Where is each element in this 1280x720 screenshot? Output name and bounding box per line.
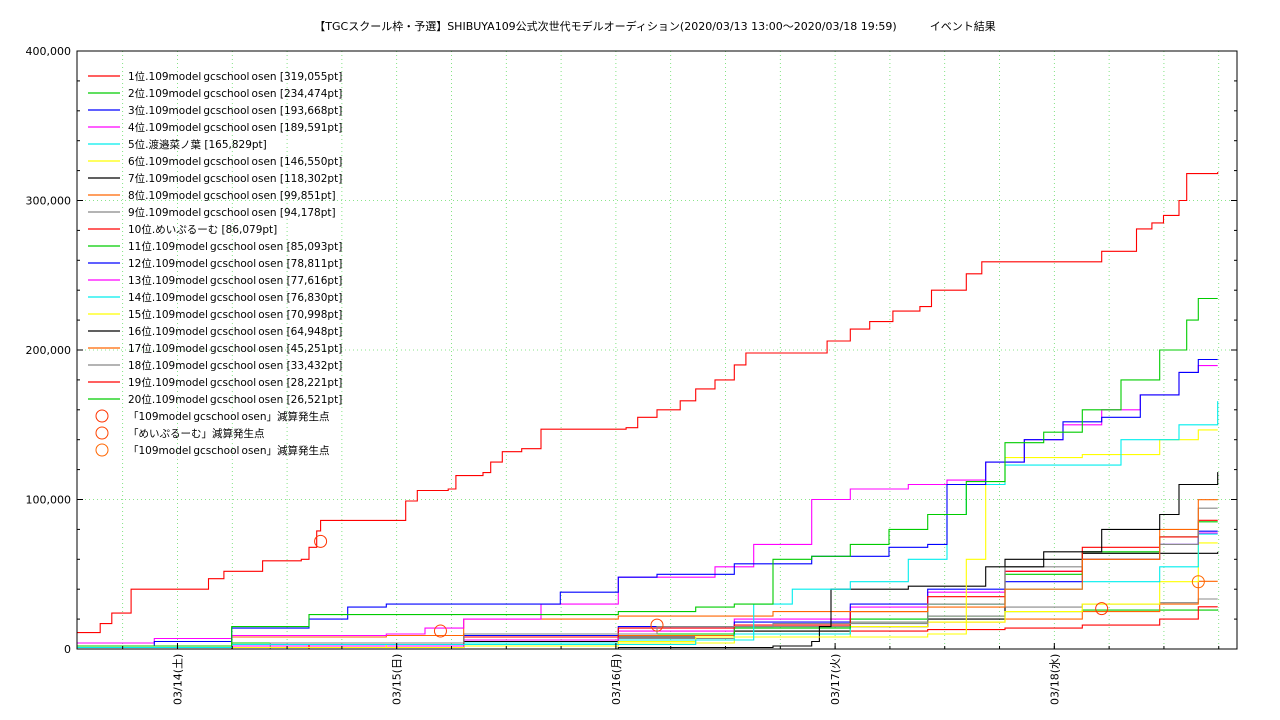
series-line xyxy=(77,542,1218,650)
x-tick-label: 03/17(火) xyxy=(829,654,842,705)
y-tick-label: 200,000 xyxy=(26,344,72,357)
y-tick-label: 400,000 xyxy=(26,45,72,58)
series-line xyxy=(77,521,1218,650)
legend-label: 8位.109model gcschool osen [99,851pt] xyxy=(128,189,336,202)
series-layer xyxy=(77,172,1219,650)
x-tick-label: 03/16(月) xyxy=(610,654,623,705)
series-line xyxy=(77,365,1218,644)
legend-label: 7位.109model gcschool osen [118,302pt] xyxy=(128,172,342,185)
legend-label: 9位.109model gcschool osen [94,178pt] xyxy=(128,206,336,219)
legend-label: 13位.109model gcschool osen [77,616pt] xyxy=(128,274,342,287)
series-line xyxy=(77,499,1218,650)
legend-label: 15位.109model gcschool osen [70,998pt] xyxy=(128,308,342,321)
legend-marker xyxy=(95,409,109,423)
legend-label: 5位.渡邉菜ノ葉 [165,829pt] xyxy=(128,138,267,151)
y-tick-label: 300,000 xyxy=(26,195,72,208)
legend-label: 4位.109model gcschool osen [189,591pt] xyxy=(128,121,342,134)
y-tick-label: 100,000 xyxy=(26,494,72,507)
legend-label: 17位.109model gcschool osen [45,251pt] xyxy=(128,342,342,355)
legend-label: 14位.109model gcschool osen [76,830pt] xyxy=(128,291,342,304)
series-line xyxy=(77,429,1218,649)
legend-label: 6位.109model gcschool osen [146,550pt] xyxy=(128,155,342,168)
x-tick-label: 03/15(日) xyxy=(391,654,404,705)
legend: 1位.109model gcschool osen [319,055pt] 2位.… xyxy=(88,70,342,457)
marker-circle xyxy=(1191,575,1205,589)
legend-label: 「109model gcschool osen」減算発生点 xyxy=(128,444,330,457)
marker-circle xyxy=(650,618,664,632)
legend-label: 16位.109model gcschool osen [64,948pt] xyxy=(128,325,342,338)
grid xyxy=(77,51,1237,649)
series-line xyxy=(77,297,1218,647)
legend-label: 19位.109model gcschool osen [28,221pt] xyxy=(128,376,342,389)
x-tick-label: 03/18(水) xyxy=(1048,654,1061,705)
legend-label: 18位.109model gcschool osen [33,432pt] xyxy=(128,359,342,372)
axes: 0 100,000 200,000 300,000 400,000 03/14(土) 03/… xyxy=(26,45,1237,705)
legend-label: 2位.109model gcschool osen [234,474pt] xyxy=(128,87,342,100)
legend-marker xyxy=(95,426,109,440)
marker-circle xyxy=(1095,602,1109,616)
series-line xyxy=(77,532,1218,650)
chart-title: 【TGCスクール枠・予選】SHIBUYA109公式次世代モデルオーディション(2… xyxy=(314,19,995,33)
marker-layer xyxy=(314,534,1205,638)
series-line xyxy=(77,519,1218,650)
legend-label: 12位.109model gcschool osen [78,811pt] xyxy=(128,257,342,270)
legend-label: 1位.109model gcschool osen [319,055pt] xyxy=(128,70,342,83)
marker-circle xyxy=(314,534,328,548)
legend-label: 「めいぷるーむ」減算発生点 xyxy=(128,427,265,440)
series-line xyxy=(77,401,1219,649)
series-line xyxy=(77,472,1219,650)
legend-label: 10位.めいぷるーむ [86,079pt] xyxy=(128,223,277,236)
legend-marker xyxy=(95,443,109,457)
legend-label: 「109model gcschool osen」減算発生点 xyxy=(128,410,330,423)
legend-label: 3位.109model gcschool osen [193,668pt] xyxy=(128,104,342,117)
y-tick-label: 0 xyxy=(64,643,71,656)
x-tick-label: 03/14(土) xyxy=(171,654,184,705)
marker-circle xyxy=(433,624,447,638)
legend-label: 20位.109model gcschool osen [26,521pt] xyxy=(128,393,342,406)
series-line xyxy=(77,172,1219,634)
legend-label: 11位.109model gcschool osen [85,093pt] xyxy=(128,240,342,253)
